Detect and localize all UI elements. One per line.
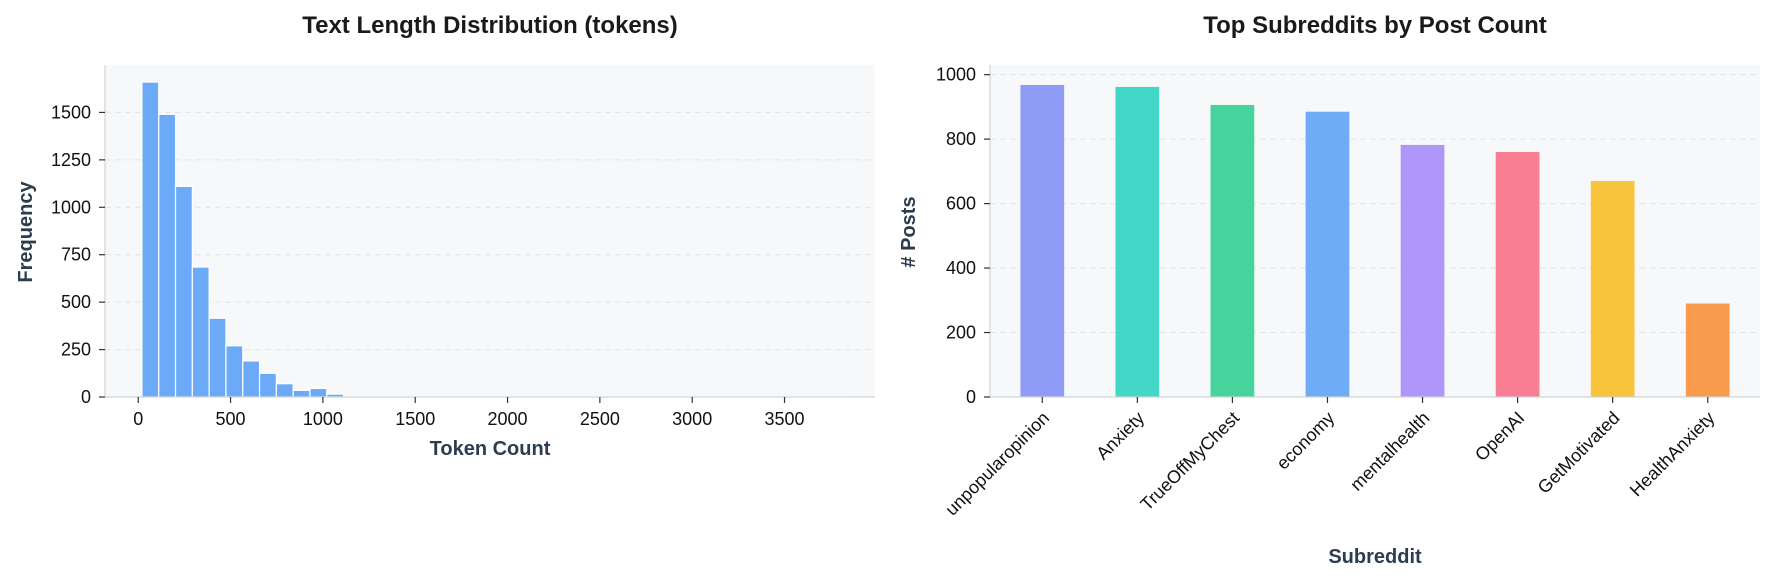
- subreddit-y-ticks: 0 200 400 600 800 1000: [936, 65, 990, 407]
- histogram-x-ticks: 0 500 1000 1500 2000 2500 3000 3500: [133, 397, 805, 429]
- histogram-gridlines: [105, 111, 875, 351]
- subreddit-y-tick-label: 1000: [936, 65, 976, 85]
- subreddit-x-axis-label: Subreddit: [1328, 546, 1422, 568]
- histogram-bar: [158, 113, 177, 398]
- histogram-x-tick-label: 1000: [303, 409, 343, 429]
- histogram-y-ticks: 0 250 500 750 1000 1250 1500: [51, 102, 105, 407]
- subreddit-bar: [1115, 86, 1160, 397]
- subreddit-y-tick-label: 600: [946, 194, 976, 214]
- histogram-y-tick-label: 1000: [51, 197, 91, 217]
- subreddit-x-tick-label: unpopularopinion: [941, 408, 1053, 520]
- subreddit-bar: [1020, 84, 1065, 397]
- subreddit-bar: [1590, 181, 1635, 397]
- histogram-bar: [309, 387, 328, 398]
- histogram-bar: [292, 389, 311, 398]
- subreddit-x-tick-label: HealthAnxiety: [1626, 408, 1719, 501]
- histogram-x-tick-label: 1500: [395, 409, 435, 429]
- histogram-bar: [275, 383, 294, 398]
- subreddit-y-tick-label: 800: [946, 129, 976, 149]
- subreddit-bar: [1210, 104, 1255, 397]
- histogram-x-tick-label: 3000: [672, 409, 712, 429]
- histogram-x-tick-label: 500: [216, 409, 246, 429]
- histogram-y-tick-label: 250: [61, 340, 91, 360]
- histogram-bar: [225, 345, 244, 398]
- histogram-title: Text Length Distribution (tokens): [302, 12, 678, 39]
- subreddit-x-tick-label: mentalhealth: [1346, 408, 1433, 495]
- subreddit-bar: [1400, 144, 1445, 397]
- histogram-bar: [174, 185, 193, 398]
- subreddit-bar: [1495, 152, 1540, 397]
- histogram-bar: [258, 372, 277, 398]
- subreddit-title: Top Subreddits by Post Count: [1203, 12, 1547, 39]
- histogram-y-tick-label: 1500: [51, 102, 91, 122]
- subreddit-y-tick-label: 0: [966, 387, 976, 407]
- histogram-y-tick-label: 750: [61, 245, 91, 265]
- subreddit-x-tick-label: economy: [1273, 408, 1339, 474]
- histogram-y-tick-label: 0: [81, 387, 91, 407]
- subreddit-plot-area: [990, 65, 1760, 397]
- histogram-bars: [141, 81, 849, 398]
- histogram-x-tick-label: 0: [133, 409, 143, 429]
- histogram-y-axis-label: Frequency: [15, 181, 37, 283]
- subreddit-x-tick-label: OpenAI: [1471, 408, 1528, 465]
- subreddit-x-tick-label: TrueOffMyChest: [1136, 408, 1243, 515]
- histogram-bar: [191, 266, 210, 398]
- histogram-bar: [141, 81, 160, 398]
- subreddit-y-axis-label: # Posts: [898, 196, 920, 267]
- subreddit-y-tick-label: 200: [946, 323, 976, 343]
- histogram-y-tick-label: 1250: [51, 150, 91, 170]
- histogram-y-tick-label: 500: [61, 292, 91, 312]
- histogram-x-tick-label: 2500: [580, 409, 620, 429]
- histogram-x-axis-label: Token Count: [430, 438, 551, 460]
- subreddit-x-tick-label: Anxiety: [1092, 408, 1148, 464]
- histogram-plot-area: [105, 65, 875, 397]
- subreddit-y-tick-label: 400: [946, 258, 976, 278]
- histogram-chart: 0 500 1000 1500 2000 2500 3000 3500 0 250 500 750 1…: [15, 12, 875, 460]
- histogram-x-tick-label: 3500: [764, 409, 804, 429]
- subreddit-x-tick-label: GetMotivated: [1534, 408, 1624, 498]
- histogram-bar: [208, 317, 227, 398]
- subreddit-bar: [1305, 111, 1350, 398]
- histogram-bar: [242, 360, 261, 398]
- histogram-x-tick-label: 2000: [488, 409, 528, 429]
- subreddit-bar: [1685, 303, 1730, 397]
- subreddit-bars: [1020, 84, 1730, 398]
